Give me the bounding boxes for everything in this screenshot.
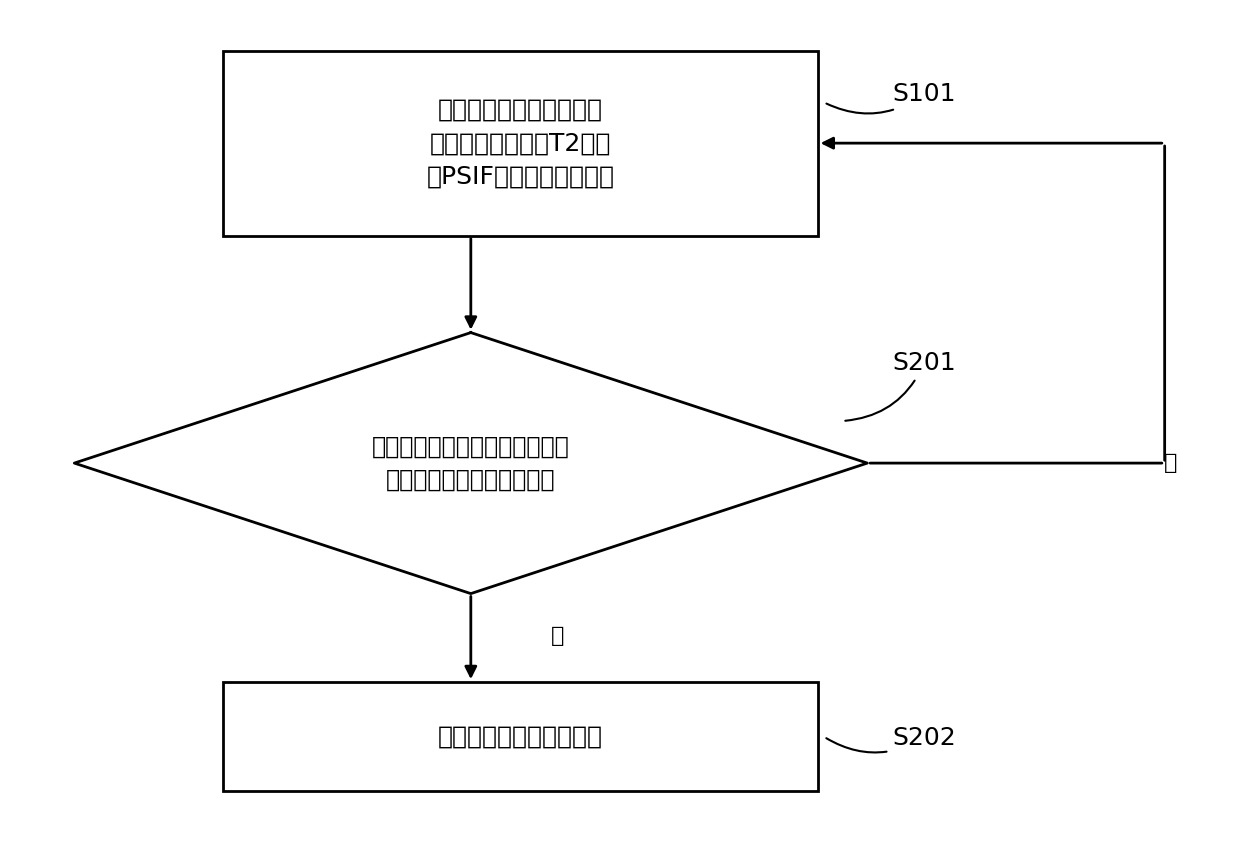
Text: 获得磁共振引导热消融处
理后的组织经由重T2加权
的PSIF序列成像所得图像: 获得磁共振引导热消融处 理后的组织经由重T2加权 的PSIF序列成像所得图像 [426,98,615,189]
Text: S101: S101 [826,82,955,114]
Text: 否: 否 [1165,453,1177,473]
Text: 确定图像中存在目标区域: 确定图像中存在目标区域 [437,725,603,749]
Text: S201: S201 [845,351,955,421]
FancyBboxPatch shape [223,682,818,791]
Text: 是: 是 [551,626,564,646]
Text: S202: S202 [826,726,955,753]
Text: 图像中是否呈现出靶点相关位置
与周边位置之间的对比关系: 图像中是否呈现出靶点相关位置 与周边位置之间的对比关系 [372,434,570,492]
FancyBboxPatch shape [223,51,818,236]
